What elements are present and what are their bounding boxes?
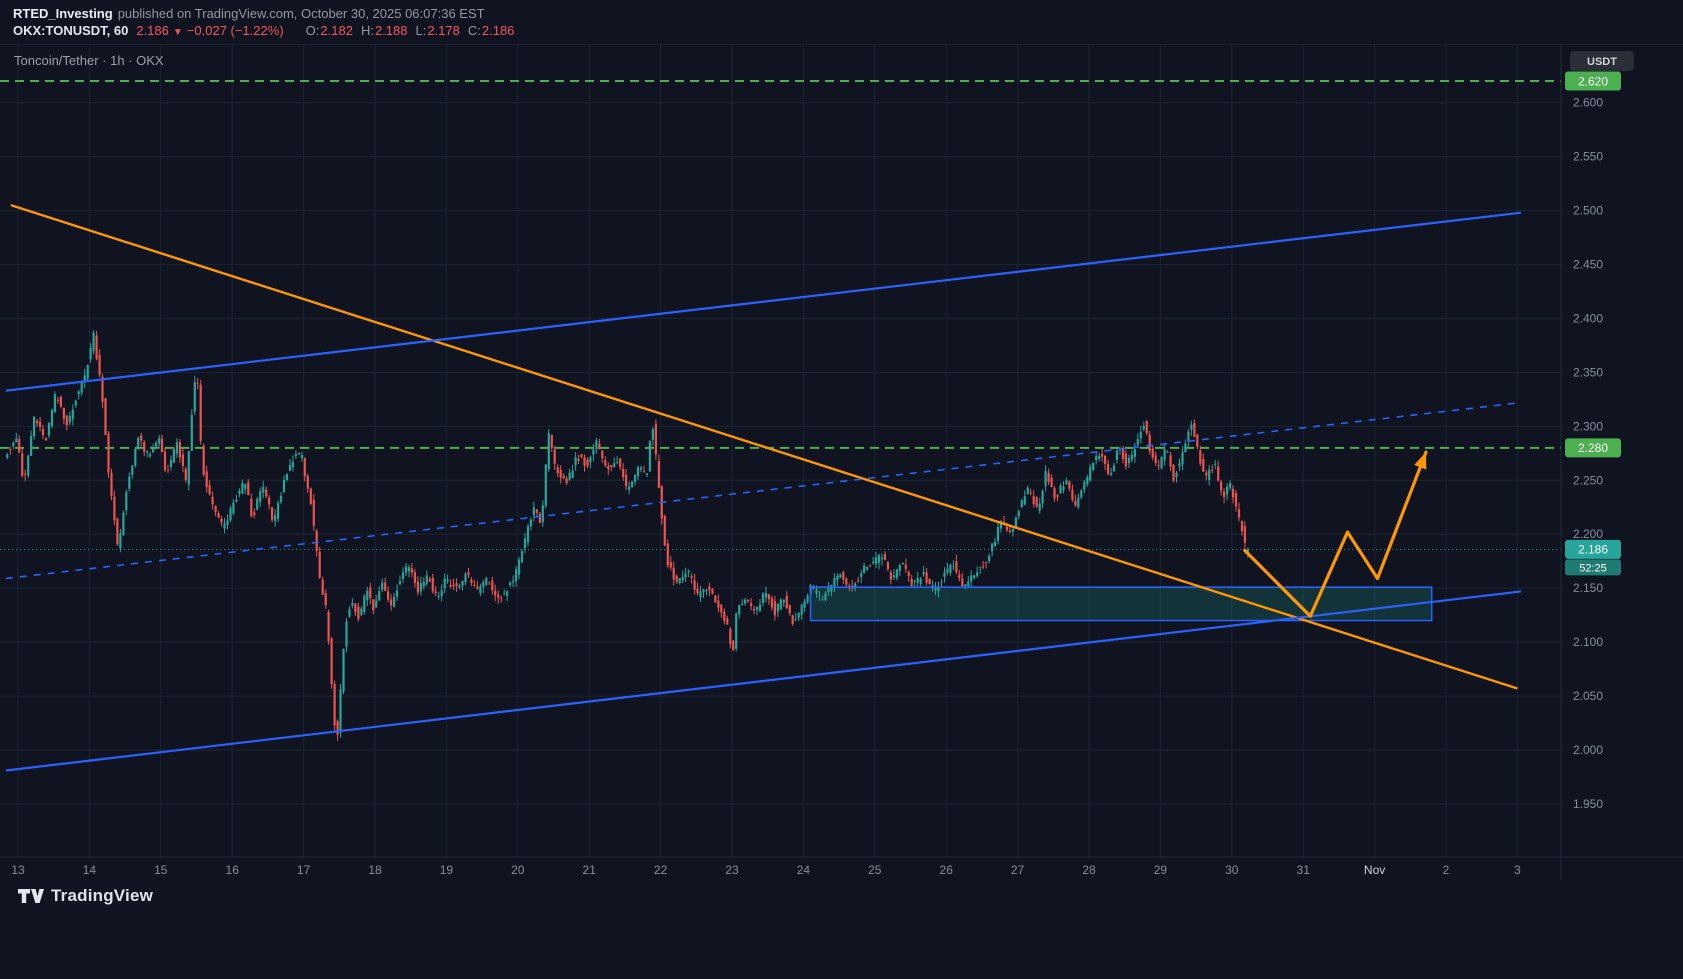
chart-legend[interactable]: Toncoin/Tether · 1h · OKX xyxy=(14,53,164,68)
time-tick-label: 27 xyxy=(1011,863,1025,877)
projection-arrowhead-icon xyxy=(1414,452,1427,470)
publish-header: RTED_Investing published on TradingView.c… xyxy=(0,0,1683,44)
ohlc-value: 2.186 xyxy=(481,23,515,38)
time-tick-label: 22 xyxy=(654,863,668,877)
trendline-descending-resistance-orange[interactable] xyxy=(10,203,1518,690)
trendline-channel-bottom-blue[interactable] xyxy=(5,590,1522,772)
time-tick-label: 30 xyxy=(1225,863,1239,877)
symbol-info-bar: OKX:TONUSDT, 60 2.186 ▼ −0.027 (−1.22%) O:2.… xyxy=(13,22,1683,41)
time-tick-label: 17 xyxy=(297,863,311,877)
ohlc-label: C: xyxy=(467,23,481,38)
time-tick-label: 2 xyxy=(1443,863,1450,877)
time-tick-label: 26 xyxy=(940,863,954,877)
time-tick-label: 23 xyxy=(725,863,739,877)
price-tick-label: 2.600 xyxy=(1573,96,1603,110)
time-tick-label: 3 xyxy=(1514,863,1521,877)
price-tick-label: 2.250 xyxy=(1573,473,1603,487)
ohlc-label: O: xyxy=(305,23,320,38)
price-chart[interactable]: 2.600 2.550 2.500 2.450 2.400 2.350 2.300 2.250… xyxy=(0,45,1683,880)
price-tick-label: 1.950 xyxy=(1573,797,1603,811)
ohlc-value: 2.182 xyxy=(320,23,353,38)
price-tick-label: 2.300 xyxy=(1573,419,1603,433)
last-price: 2.186 xyxy=(136,23,169,38)
time-tick-label: 14 xyxy=(83,863,97,877)
price-down-icon: ▼ xyxy=(172,27,183,38)
ohlc-values: O:2.182 H:2.188 L:2.178 C:2.186 xyxy=(298,23,515,38)
time-tick-label: Nov xyxy=(1364,863,1385,877)
ohlc-label: H: xyxy=(360,23,374,38)
ohlc-value: 2.178 xyxy=(427,23,460,38)
chart-pane: Toncoin/Tether · 1h · OKX 2.600 2.550 2.50… xyxy=(0,44,1683,880)
price-tick-label: 2.200 xyxy=(1573,527,1603,541)
time-tick-label: 24 xyxy=(797,863,811,877)
publish-info-line: RTED_Investing published on TradingView.c… xyxy=(13,5,1683,22)
bar-countdown-badge-label: 52:25 xyxy=(1579,562,1607,574)
price-tick-label: 2.050 xyxy=(1573,689,1603,703)
plot-area[interactable] xyxy=(0,80,1561,772)
price-tick-label: 2.450 xyxy=(1573,257,1603,271)
current-price-badge-label: 2.186 xyxy=(1578,543,1608,557)
level-price-badge xyxy=(1565,71,1621,91)
currency-chip-label: USDT xyxy=(1587,56,1617,68)
time-tick-label: 19 xyxy=(440,863,454,877)
price-change: −0.027 (−1.22%) xyxy=(186,23,284,38)
trendline-channel-top-blue[interactable] xyxy=(5,211,1522,392)
grid xyxy=(0,45,1561,857)
time-tick-label: 29 xyxy=(1154,863,1168,877)
price-tick-label: 2.500 xyxy=(1573,204,1603,218)
price-tick-label: 2.100 xyxy=(1573,635,1603,649)
chart-footer: TradingView xyxy=(0,880,1683,979)
ohlc-value: 2.188 xyxy=(374,23,408,38)
price-tick-label: 2.350 xyxy=(1573,365,1603,379)
up-candle-bodies[interactable] xyxy=(6,332,1250,733)
time-tick-label: 18 xyxy=(368,863,382,877)
symbol-interval-label[interactable]: OKX:TONUSDT, 60 xyxy=(13,23,129,38)
time-tick-label: 13 xyxy=(11,863,25,877)
time-axis[interactable]: 13 14 15 16 17 18 19 20 21 22 23 24 25 26 27 28 29 30 31 No… xyxy=(11,863,1521,877)
trendline-channel-mid-blue-dashed[interactable] xyxy=(5,401,1522,580)
tradingview-logo-icon xyxy=(18,889,44,903)
price-tick-label: 2.000 xyxy=(1573,743,1603,757)
level-price-badge-label: 2.620 xyxy=(1578,74,1608,88)
current-price-badge xyxy=(1565,539,1621,559)
time-tick-label: 31 xyxy=(1297,863,1311,877)
time-tick-label: 25 xyxy=(868,863,882,877)
level-price-badge xyxy=(1565,438,1621,458)
price-tick-label: 2.400 xyxy=(1573,311,1603,325)
ohlc-label: L: xyxy=(415,23,427,38)
level-price-badge-label: 2.280 xyxy=(1578,441,1608,455)
published-text: published on TradingView.com, October 30… xyxy=(117,6,485,21)
projection-arrow-path[interactable] xyxy=(1243,450,1428,618)
time-tick-label: 16 xyxy=(226,863,240,877)
time-tick-label: 15 xyxy=(154,863,168,877)
author-name[interactable]: RTED_Investing xyxy=(13,6,113,21)
bar-countdown-badge xyxy=(1565,559,1621,576)
price-tick-label: 2.550 xyxy=(1573,150,1603,164)
currency-chip[interactable] xyxy=(1570,51,1634,71)
time-tick-label: 28 xyxy=(1082,863,1096,877)
price-tick-label: 2.150 xyxy=(1573,581,1603,595)
tradingview-brand-link[interactable]: TradingView xyxy=(18,886,153,906)
tradingview-brand-text: TradingView xyxy=(51,886,154,905)
time-tick-label: 21 xyxy=(583,863,597,877)
price-axis[interactable]: 2.600 2.550 2.500 2.450 2.400 2.350 2.300 2.250… xyxy=(1565,51,1634,811)
support-zone-rectangle[interactable] xyxy=(809,586,1433,622)
time-tick-label: 20 xyxy=(511,863,525,877)
